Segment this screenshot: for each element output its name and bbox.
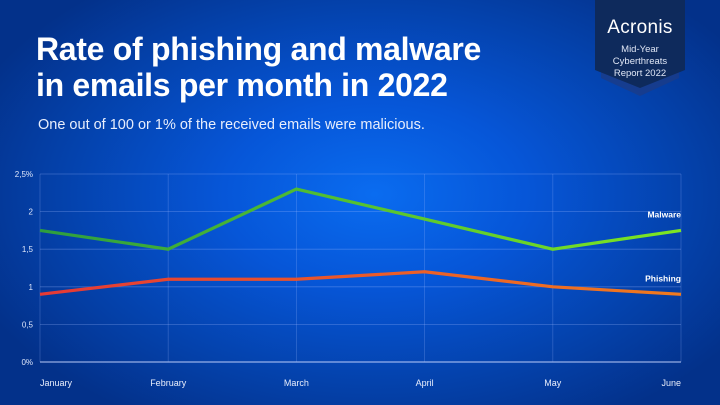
phishing-series-label: Phishing [645,273,681,283]
x-tick-label: June [661,378,681,388]
badge-ribbon-shape [595,0,685,96]
malware-line [39,187,682,251]
x-tick-label: March [284,378,309,388]
y-axis: 0% 0,5 1 1,5 2 2,5% [15,170,34,367]
chart-grid [39,173,682,363]
y-tick-label: 1 [29,283,34,292]
x-tick-label: February [150,378,187,388]
chart-series: Malware Phishing [39,187,682,296]
x-axis: January February March April May June [40,378,681,388]
y-tick-label: 1,5 [22,245,34,254]
malware-series-label: Malware [647,209,681,219]
acronis-logo: Acronis [607,17,673,38]
y-tick-label: 2,5% [15,170,33,179]
x-tick-label: April [416,378,434,388]
y-tick-label: 2 [29,208,34,217]
acronis-report-badge: Acronis Mid-Year Cyberthreats Report 202… [595,0,685,96]
x-tick-label: January [40,378,73,388]
phishing-line [39,270,682,296]
chart-subtitle: One out of 100 or 1% of the received ema… [38,117,425,133]
y-tick-label: 0% [21,358,33,367]
chart-title: Rate of phishing and malware in emails p… [36,31,482,103]
x-tick-label: May [544,378,562,388]
y-tick-label: 0,5 [22,320,34,329]
report-name: Mid-Year Cyberthreats Report 2022 [612,44,668,79]
